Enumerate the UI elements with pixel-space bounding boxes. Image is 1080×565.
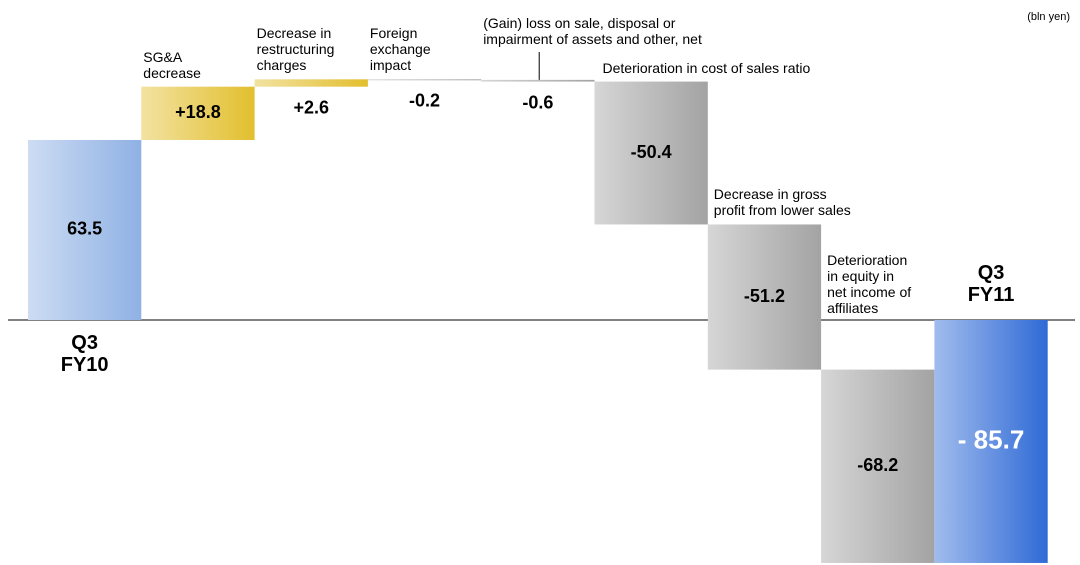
category-label: Deterioration in cost of sales ratio — [602, 59, 811, 76]
bar — [707, 224, 822, 370]
category-label: SG&A decrease — [143, 48, 201, 81]
bar — [254, 79, 368, 87]
bar — [141, 86, 255, 140]
category-label: (Gain) loss on sale, disposal or impairm… — [483, 15, 702, 47]
category-label: Q3 FY11 — [967, 262, 1015, 306]
bar — [367, 79, 482, 81]
category-label: Deterioration in equity in net income of… — [827, 252, 912, 316]
value-label: - 85.7 — [958, 424, 1025, 454]
category-label: Q3 FY10 — [60, 332, 109, 376]
unit-label: (bln yen) — [1027, 11, 1070, 23]
category-label: Foreign exchange impact — [369, 25, 431, 74]
value-label: -50.4 — [631, 142, 672, 162]
value-label: -68.2 — [857, 455, 898, 475]
value-label: +2.6 — [293, 97, 329, 117]
category-label: Decrease in restructuring charges — [256, 25, 335, 74]
value-label: -0.6 — [522, 92, 553, 112]
bar — [481, 79, 595, 82]
value-label: +18.8 — [175, 102, 221, 122]
bar — [594, 81, 708, 225]
category-label: Decrease in gross profit from lower sale… — [713, 186, 851, 219]
bar — [934, 320, 1048, 563]
bar — [821, 369, 935, 563]
value-label: -51.2 — [744, 286, 785, 306]
value-label: -0.2 — [409, 91, 440, 111]
value-label: 63.5 — [67, 219, 102, 239]
bar — [28, 139, 142, 320]
